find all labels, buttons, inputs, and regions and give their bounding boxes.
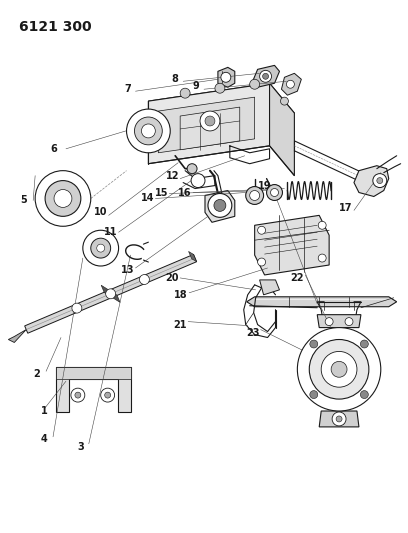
Circle shape — [336, 416, 342, 422]
Circle shape — [373, 174, 387, 188]
Polygon shape — [205, 190, 235, 222]
Circle shape — [106, 289, 115, 299]
Circle shape — [263, 74, 268, 79]
Circle shape — [214, 199, 226, 212]
Circle shape — [205, 116, 215, 126]
Circle shape — [259, 70, 272, 82]
Circle shape — [142, 124, 155, 138]
Text: 9: 9 — [193, 81, 200, 91]
Polygon shape — [253, 66, 279, 87]
Polygon shape — [270, 83, 295, 175]
Circle shape — [35, 171, 91, 227]
Circle shape — [187, 164, 197, 174]
Circle shape — [208, 193, 232, 217]
Text: 4: 4 — [41, 434, 47, 444]
Polygon shape — [24, 254, 197, 333]
Circle shape — [257, 227, 266, 234]
Text: 7: 7 — [124, 84, 131, 94]
Circle shape — [325, 318, 333, 326]
Polygon shape — [317, 314, 361, 328]
Polygon shape — [282, 74, 302, 95]
Text: 1: 1 — [41, 406, 47, 416]
Circle shape — [332, 412, 346, 426]
Text: 6121 300: 6121 300 — [19, 20, 92, 34]
Circle shape — [250, 79, 259, 89]
Polygon shape — [247, 297, 397, 306]
Text: 8: 8 — [172, 74, 179, 84]
Circle shape — [72, 303, 82, 313]
Polygon shape — [319, 411, 359, 427]
Text: 23: 23 — [246, 328, 259, 337]
Text: 20: 20 — [166, 273, 179, 283]
Circle shape — [318, 221, 326, 229]
Text: 10: 10 — [94, 207, 107, 217]
Polygon shape — [188, 252, 197, 262]
Text: 3: 3 — [78, 442, 84, 452]
Circle shape — [45, 181, 81, 216]
Circle shape — [180, 88, 190, 98]
Circle shape — [297, 328, 381, 411]
Circle shape — [309, 340, 369, 399]
Circle shape — [101, 388, 115, 402]
Circle shape — [286, 80, 295, 88]
Text: 12: 12 — [166, 171, 179, 181]
Circle shape — [200, 111, 220, 131]
Circle shape — [257, 258, 266, 266]
Circle shape — [280, 97, 288, 105]
Text: 19: 19 — [258, 181, 271, 191]
Circle shape — [191, 174, 205, 188]
Text: 16: 16 — [178, 188, 192, 198]
Circle shape — [140, 274, 149, 285]
Text: 2: 2 — [33, 369, 40, 379]
Circle shape — [71, 388, 85, 402]
Polygon shape — [56, 367, 131, 379]
Text: 11: 11 — [104, 227, 118, 237]
Circle shape — [215, 83, 225, 93]
Text: 6: 6 — [51, 144, 58, 154]
Polygon shape — [158, 97, 255, 153]
Circle shape — [321, 351, 357, 387]
Polygon shape — [218, 67, 235, 87]
Circle shape — [135, 117, 162, 145]
Circle shape — [318, 254, 326, 262]
Text: 14: 14 — [141, 193, 154, 204]
Polygon shape — [255, 215, 329, 275]
Circle shape — [126, 109, 170, 153]
Text: 18: 18 — [174, 290, 188, 300]
Circle shape — [310, 391, 318, 399]
Circle shape — [310, 340, 318, 348]
Polygon shape — [149, 83, 295, 131]
Text: 15: 15 — [155, 188, 168, 198]
Polygon shape — [354, 166, 389, 197]
Text: 17: 17 — [339, 204, 353, 213]
Circle shape — [54, 190, 72, 207]
Circle shape — [91, 238, 111, 258]
Text: 22: 22 — [290, 273, 304, 283]
Circle shape — [360, 340, 368, 348]
Circle shape — [377, 177, 383, 183]
Circle shape — [97, 244, 105, 252]
Polygon shape — [180, 107, 240, 150]
Circle shape — [75, 392, 81, 398]
Circle shape — [266, 184, 282, 200]
Circle shape — [360, 391, 368, 399]
Polygon shape — [56, 367, 131, 412]
Circle shape — [246, 187, 264, 205]
Circle shape — [105, 392, 111, 398]
Circle shape — [250, 190, 259, 200]
Polygon shape — [8, 329, 26, 343]
Circle shape — [83, 230, 119, 266]
Polygon shape — [149, 83, 270, 164]
Polygon shape — [101, 285, 120, 302]
Text: 13: 13 — [121, 265, 134, 275]
Text: 21: 21 — [173, 320, 187, 329]
Circle shape — [345, 318, 353, 326]
Circle shape — [271, 189, 279, 197]
Circle shape — [221, 72, 231, 82]
Polygon shape — [259, 280, 279, 295]
Text: 5: 5 — [20, 196, 27, 205]
Circle shape — [331, 361, 347, 377]
